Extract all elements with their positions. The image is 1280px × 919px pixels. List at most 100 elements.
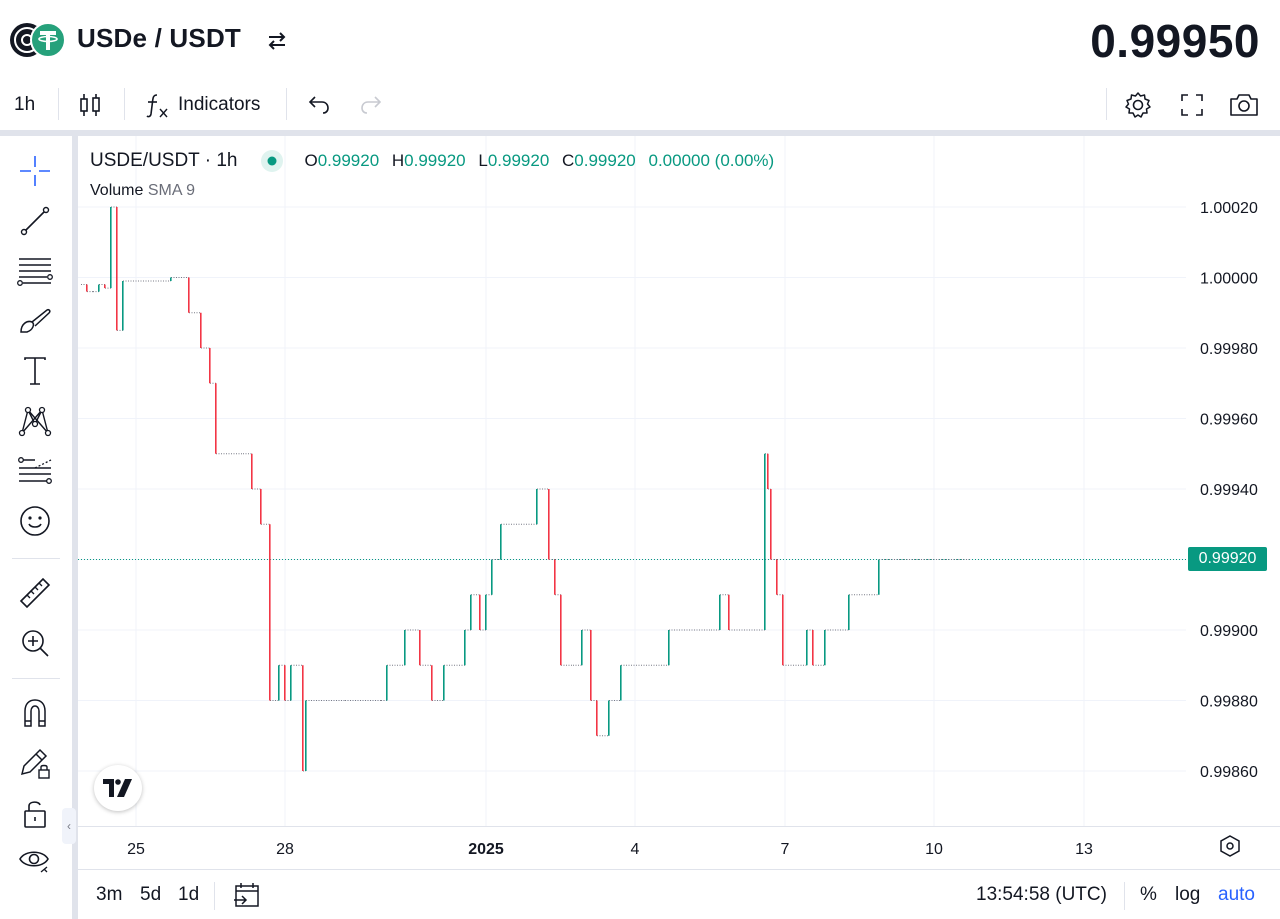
undo-button[interactable] — [306, 80, 332, 130]
tool-divider — [12, 678, 60, 679]
down-candle — [548, 489, 550, 560]
volume-sma-label: SMA 9 — [147, 182, 195, 199]
smiley-icon — [20, 506, 50, 536]
crosshair-icon — [20, 156, 50, 186]
unlock-icon — [24, 801, 46, 828]
lock-tool[interactable] — [14, 792, 56, 834]
brush-tool[interactable] — [14, 300, 56, 342]
collapse-toolbar-button[interactable]: ‹ — [62, 808, 76, 844]
down-candle — [767, 453, 769, 489]
pattern-tool[interactable] — [14, 400, 56, 442]
down-candle — [104, 284, 106, 289]
range-5d-button[interactable]: 5d — [140, 884, 162, 905]
fullscreen-button[interactable] — [1178, 80, 1206, 130]
down-candle — [812, 630, 814, 666]
down-candle — [782, 594, 784, 666]
trend-line-tool[interactable] — [14, 200, 56, 242]
up-candle — [170, 277, 172, 282]
function-icon — [146, 94, 168, 118]
ohlc-values: O0.99920 H0.99920 L0.99920 C0.99920 0.00… — [304, 151, 774, 171]
range-1d-button[interactable]: 1d — [178, 884, 200, 905]
crosshair-tool[interactable] — [14, 150, 56, 192]
price-tick-label: 0.99980 — [1200, 341, 1258, 358]
fullscreen-icon — [1181, 94, 1203, 116]
down-candle — [554, 559, 556, 595]
candle-type-button[interactable] — [78, 80, 102, 130]
log-scale-button[interactable]: log — [1175, 884, 1201, 905]
price-tick-label: 0.99880 — [1200, 694, 1258, 711]
eye-icon — [19, 851, 49, 873]
range-3m-button[interactable]: 3m — [96, 884, 123, 905]
low-value: 0.99920 — [487, 151, 550, 170]
close-value: 0.99920 — [574, 151, 636, 170]
legend-symbol[interactable]: USDE/USDT · 1h — [90, 150, 238, 171]
volume-legend[interactable]: Volume SMA 9 — [90, 182, 195, 200]
toolbar-divider — [58, 88, 59, 120]
down-candle — [590, 630, 592, 701]
trend-line-icon — [20, 206, 50, 236]
fib-tool[interactable] — [14, 250, 56, 292]
emoji-tool[interactable] — [14, 500, 56, 542]
up-candle — [581, 630, 583, 666]
up-candle — [404, 630, 406, 666]
magnet-tool[interactable] — [14, 692, 56, 734]
down-candle — [251, 453, 253, 489]
bottom-divider — [1124, 882, 1125, 910]
down-candle — [560, 594, 562, 666]
calendar-arrow-icon — [234, 883, 259, 907]
percent-scale-button[interactable]: % — [1140, 884, 1157, 905]
up-candle — [536, 489, 538, 525]
down-candle — [209, 348, 211, 384]
measure-tool[interactable] — [14, 572, 56, 614]
goto-date-button[interactable] — [232, 870, 262, 919]
zoom-in-icon — [22, 630, 49, 657]
time-tick-label: 7 — [781, 841, 790, 858]
swap-icon[interactable] — [264, 28, 290, 54]
tradingview-logo[interactable] — [94, 765, 142, 811]
pair-name[interactable]: USDe / USDT — [77, 23, 242, 53]
tool-divider — [12, 558, 60, 559]
time-tick-label: 13 — [1075, 841, 1093, 858]
chevron-left-icon: ‹ — [67, 819, 71, 833]
price-tick-label: 0.99900 — [1200, 623, 1258, 640]
up-candle — [290, 665, 292, 701]
toolbar-divider — [1106, 88, 1107, 120]
high-label: H — [391, 151, 405, 170]
redo-button[interactable] — [358, 80, 384, 130]
price-chart[interactable]: 1.00020 1.00000 0.99980 0.99960 0.99940 0.999… — [78, 136, 1280, 869]
visibility-tool[interactable] — [14, 840, 56, 882]
zoom-tool[interactable] — [14, 622, 56, 664]
low-label: L — [478, 151, 488, 170]
indicators-button[interactable]: Indicators — [144, 80, 260, 130]
down-candle — [86, 284, 88, 292]
down-candle — [431, 665, 433, 701]
interval-button[interactable]: 1h — [14, 94, 36, 115]
up-candle — [848, 594, 850, 630]
up-candle — [620, 665, 622, 701]
chart-area[interactable]: 1.00020 1.00000 0.99980 0.99960 0.99940 0.999… — [78, 136, 1280, 869]
last-price: 0.99950 — [1090, 15, 1260, 67]
lock-drawing-tool[interactable] — [14, 742, 56, 784]
down-candle — [215, 383, 217, 454]
snapshot-button[interactable] — [1228, 80, 1260, 130]
up-candle — [485, 594, 487, 630]
gear-icon — [1125, 92, 1151, 118]
market-status-icon[interactable] — [259, 148, 285, 174]
down-candle — [116, 207, 118, 331]
price-tick-label: 1.00000 — [1200, 271, 1258, 288]
time-tick-label: 10 — [925, 841, 943, 858]
clock-display[interactable]: 13:54:58 (UTC) — [976, 884, 1107, 905]
down-candle — [419, 630, 421, 666]
time-tick-label: 28 — [276, 841, 294, 858]
current-price-tag: 0.99920 — [1188, 547, 1267, 571]
axis-settings-icon — [1220, 835, 1240, 857]
forecast-tool[interactable] — [14, 450, 56, 492]
toolbar-divider — [124, 88, 125, 120]
text-tool[interactable] — [14, 350, 56, 392]
up-candle — [719, 594, 721, 630]
bottom-toolbar: 3m 5d 1d 13:54:58 (UTC) % log auto — [78, 869, 1280, 919]
brush-icon — [20, 309, 51, 333]
auto-scale-button[interactable]: auto — [1218, 884, 1255, 905]
settings-button[interactable] — [1123, 80, 1153, 130]
change-value: 0.00000 (0.00%) — [648, 151, 775, 170]
